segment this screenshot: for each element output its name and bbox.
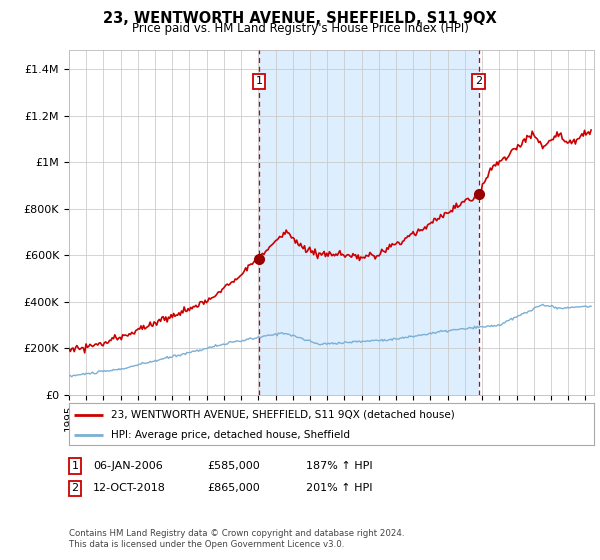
Text: £865,000: £865,000	[207, 483, 260, 493]
Text: £585,000: £585,000	[207, 461, 260, 471]
Text: HPI: Average price, detached house, Sheffield: HPI: Average price, detached house, Shef…	[111, 430, 350, 440]
Text: 12-OCT-2018: 12-OCT-2018	[93, 483, 166, 493]
Text: 06-JAN-2006: 06-JAN-2006	[93, 461, 163, 471]
Text: 2: 2	[71, 483, 79, 493]
Text: 201% ↑ HPI: 201% ↑ HPI	[306, 483, 373, 493]
Text: 1: 1	[71, 461, 79, 471]
Text: Contains HM Land Registry data © Crown copyright and database right 2024.
This d: Contains HM Land Registry data © Crown c…	[69, 529, 404, 549]
Text: 2: 2	[475, 76, 482, 86]
Text: 23, WENTWORTH AVENUE, SHEFFIELD, S11 9QX (detached house): 23, WENTWORTH AVENUE, SHEFFIELD, S11 9QX…	[111, 410, 455, 420]
Text: 1: 1	[256, 76, 263, 86]
Text: 187% ↑ HPI: 187% ↑ HPI	[306, 461, 373, 471]
Text: 23, WENTWORTH AVENUE, SHEFFIELD, S11 9QX: 23, WENTWORTH AVENUE, SHEFFIELD, S11 9QX	[103, 11, 497, 26]
Text: Price paid vs. HM Land Registry's House Price Index (HPI): Price paid vs. HM Land Registry's House …	[131, 22, 469, 35]
Bar	[259, 50, 478, 395]
